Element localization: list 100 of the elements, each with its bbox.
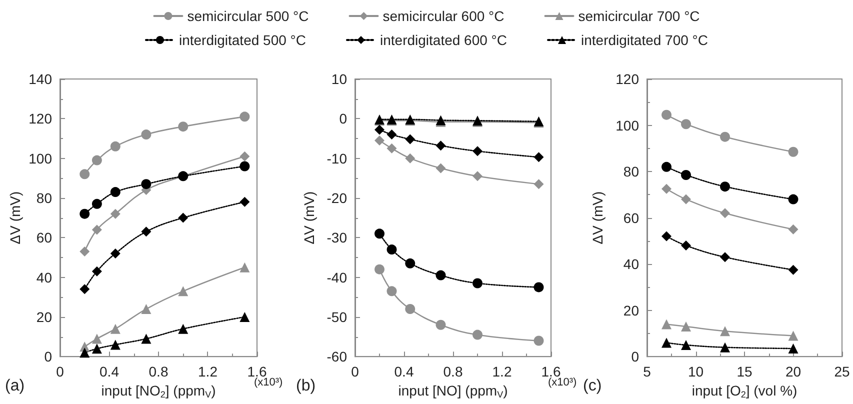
point — [110, 141, 120, 152]
y-tick-label: 140 — [28, 71, 52, 87]
point — [92, 224, 102, 235]
point — [720, 208, 730, 218]
x-tick-label: 0 — [351, 364, 360, 380]
legend-label: semicircular 700 °C — [578, 8, 700, 24]
point — [662, 184, 672, 194]
point — [681, 322, 691, 332]
y-tick-label: 60 — [36, 230, 52, 246]
point — [110, 208, 120, 219]
point — [141, 304, 152, 314]
y-axis-title: ΔV (mV) — [590, 191, 606, 244]
point — [386, 130, 397, 140]
point — [436, 140, 446, 151]
point — [534, 152, 544, 162]
text: (x10³) — [254, 376, 283, 388]
point — [92, 155, 102, 166]
point — [240, 262, 250, 272]
y-tick-label: 80 — [623, 164, 640, 180]
x-tick-label: 0.8 — [443, 364, 463, 380]
point — [386, 286, 397, 296]
point — [80, 284, 90, 294]
y-tick-label: 10 — [331, 71, 348, 87]
y-tick-label: 80 — [36, 190, 52, 206]
point — [240, 112, 250, 122]
y-tick-label: -20 — [326, 190, 348, 206]
point — [681, 340, 691, 350]
point — [534, 179, 544, 190]
point — [240, 151, 250, 162]
point — [110, 324, 120, 334]
y-tick-label: -10 — [326, 150, 348, 166]
legend-label: interdigitated 600 °C — [380, 32, 508, 48]
point — [80, 348, 90, 358]
point — [681, 170, 691, 180]
point — [240, 312, 250, 322]
x-tick-label: 20 — [785, 364, 802, 380]
point — [92, 344, 102, 354]
x-tick-label: 10 — [688, 364, 704, 380]
point — [472, 278, 482, 288]
text: (b) — [296, 378, 316, 394]
point — [534, 336, 544, 346]
legend-label: interdigitated 500 °C — [178, 32, 306, 48]
y-tick-label: 100 — [616, 117, 640, 134]
point — [436, 163, 446, 174]
y-tick-label: -30 — [326, 230, 348, 246]
y-axis-title: ΔV (mV) — [7, 191, 23, 244]
point — [720, 182, 730, 192]
legend-label: interdigitated 700 °C — [581, 32, 708, 48]
y-tick-label: -50 — [326, 308, 348, 325]
x-tick-label: 1.2 — [492, 364, 512, 380]
point — [405, 153, 416, 164]
point — [662, 319, 672, 330]
text: (x10³) — [548, 376, 577, 388]
point — [178, 324, 188, 334]
legend-label: semicircular 600 °C — [382, 8, 504, 24]
point — [788, 330, 798, 341]
point — [374, 264, 384, 274]
point — [472, 146, 482, 156]
point — [405, 134, 416, 144]
point — [472, 171, 482, 182]
point — [80, 169, 90, 180]
point — [662, 162, 672, 172]
y-tick-label: 120 — [28, 110, 52, 127]
point — [374, 228, 384, 239]
point — [788, 224, 798, 234]
point — [92, 266, 102, 276]
legend-label: semicircular 500 °C — [187, 8, 309, 24]
point — [472, 330, 482, 340]
point — [662, 110, 672, 120]
point — [788, 194, 798, 204]
y-tick-label: 100 — [28, 150, 52, 166]
y-tick-label: 0 — [339, 110, 348, 127]
point — [178, 212, 188, 223]
text: (c) — [583, 378, 602, 394]
point — [141, 179, 152, 190]
x-tick-label: 1.2 — [198, 364, 218, 380]
point — [720, 252, 730, 262]
y-tick-label: -40 — [326, 269, 348, 286]
text: (a) — [5, 378, 25, 394]
point — [405, 304, 416, 314]
point — [141, 130, 152, 140]
point — [92, 334, 102, 344]
point — [386, 143, 397, 154]
point — [178, 122, 188, 132]
y-axis-title: ΔV (mV) — [300, 191, 317, 244]
point — [80, 246, 90, 257]
y-tick-label: 0 — [44, 348, 52, 365]
point — [110, 340, 120, 350]
point — [788, 146, 798, 157]
point — [681, 194, 691, 204]
y-tick-label: 0 — [631, 348, 640, 365]
point — [534, 282, 544, 292]
x-tick-label: 0 — [56, 364, 64, 380]
point — [788, 344, 798, 354]
y-tick-label: -60 — [326, 348, 348, 365]
point — [374, 135, 384, 146]
point — [788, 264, 798, 275]
point — [720, 342, 730, 352]
y-tick-label: 20 — [36, 308, 52, 325]
point — [141, 226, 152, 237]
